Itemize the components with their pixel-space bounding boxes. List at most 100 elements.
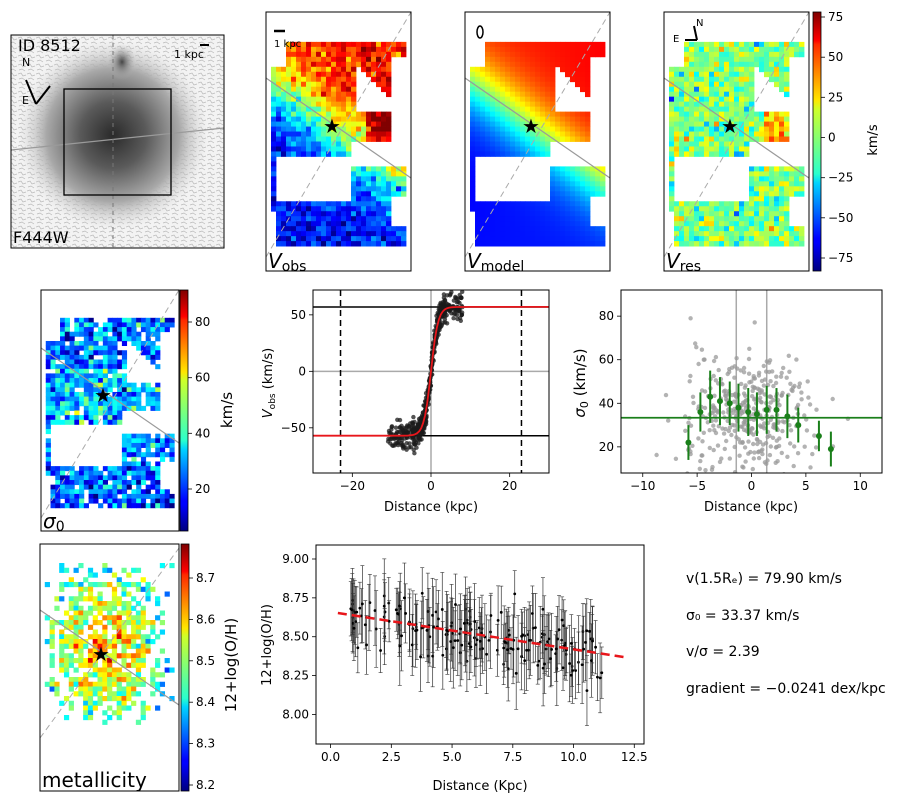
velocity-pixel xyxy=(346,101,352,108)
velocity-pixel xyxy=(570,56,576,63)
velocity-pixel xyxy=(485,86,491,93)
velocity-pixel xyxy=(381,231,387,237)
sigma-pixel xyxy=(83,340,89,347)
velocity-pixel xyxy=(321,216,327,222)
velocity-pixel xyxy=(580,71,586,78)
velocity-pixel xyxy=(555,41,561,48)
velocity-pixel xyxy=(316,116,322,122)
sigma-pixel xyxy=(117,484,123,490)
sp-point xyxy=(732,470,738,473)
sigma-pixel xyxy=(107,503,113,509)
sigma-pixel xyxy=(150,498,156,504)
velocity-pixel xyxy=(490,121,496,127)
sigma-pixel xyxy=(74,340,80,347)
velocity-pixel xyxy=(505,71,511,78)
velocity-pixel xyxy=(520,131,526,137)
velocity-pixel xyxy=(326,61,332,68)
velocity-pixel xyxy=(475,146,481,152)
sigma-pixel xyxy=(88,345,94,351)
velocity-pixel xyxy=(575,66,581,73)
velocity-pixel xyxy=(560,221,566,227)
velocity-pixel xyxy=(794,186,800,192)
metal-pixel xyxy=(97,582,103,588)
velocity-pixel xyxy=(535,121,541,127)
mg-point xyxy=(487,639,491,642)
metal-pixel xyxy=(169,563,175,569)
velocity-pixel xyxy=(729,51,735,58)
velocity-pixel xyxy=(356,236,362,242)
velocity-pixel xyxy=(376,186,382,192)
velocity-pixel xyxy=(754,111,760,117)
velocity-pixel xyxy=(321,151,327,157)
velocity-pixel xyxy=(391,166,397,172)
velocity-pixel xyxy=(545,66,551,73)
velocity-pixel xyxy=(689,241,695,247)
velocity-pixel xyxy=(485,151,491,157)
sigma-pixel xyxy=(50,354,56,360)
sigma-pixel xyxy=(83,387,89,393)
mg-point xyxy=(360,602,364,606)
sigma-pixel xyxy=(74,405,80,411)
sigma-pixel xyxy=(107,405,113,411)
velocity-pixel xyxy=(535,46,541,53)
sigma-pixel xyxy=(164,442,170,448)
velocity-pixel xyxy=(530,116,536,122)
velocity-pixel xyxy=(381,171,387,177)
velocity-pixel xyxy=(286,146,292,152)
metal-pixel xyxy=(155,596,161,602)
velocity-pixel xyxy=(301,96,307,103)
velocity-pixel xyxy=(520,211,526,217)
velocity-pixel xyxy=(570,191,576,197)
velocity-pixel xyxy=(769,66,775,73)
sigma-pixel xyxy=(107,475,113,481)
velocity-pixel xyxy=(570,66,576,73)
velocity-pixel xyxy=(515,96,521,103)
sigma-pixel xyxy=(145,433,151,439)
sigma-pixel xyxy=(107,484,113,490)
velocity-pixel xyxy=(540,126,546,132)
velocity-pixel xyxy=(729,111,735,117)
metal-pixel xyxy=(83,662,89,668)
sigma-pixel xyxy=(50,470,56,476)
velocity-pixel xyxy=(560,236,566,242)
velocity-pixel xyxy=(401,191,407,197)
metal-pixel xyxy=(131,634,137,640)
velocity-pixel xyxy=(699,96,705,103)
sigma-pixel xyxy=(121,475,128,481)
sigma-pixel xyxy=(112,322,118,328)
sp-point xyxy=(697,466,702,471)
metal-pixel xyxy=(44,681,50,687)
velocity-pixel xyxy=(316,51,322,58)
velocity-pixel xyxy=(505,141,511,147)
y-tick-label: 50 xyxy=(291,308,306,322)
sigma-pixel xyxy=(112,364,118,370)
velocity-pixel xyxy=(754,176,760,182)
velocity-pixel xyxy=(714,126,720,132)
velocity-pixel xyxy=(784,86,790,93)
velocity-pixel xyxy=(525,46,531,53)
metal-pixel xyxy=(135,672,142,678)
velocity-pixel xyxy=(356,201,362,207)
velocity-pixel xyxy=(505,106,511,113)
velocity-pixel xyxy=(749,56,755,63)
metal-pixel xyxy=(63,658,70,664)
velocity-pixel xyxy=(336,231,342,237)
sigma-pixel xyxy=(88,373,94,379)
metal-pixel xyxy=(150,672,156,678)
sigma-pixel xyxy=(69,391,75,397)
sigma-pixel xyxy=(69,470,75,476)
velocity-pixel xyxy=(296,121,302,127)
velocity-pixel xyxy=(550,71,556,78)
velocity-pixel xyxy=(535,201,541,207)
velocity-pixel xyxy=(530,131,536,137)
vres-minor-axis xyxy=(663,11,810,258)
velocity-pixel xyxy=(346,121,352,127)
velocity-pixel xyxy=(286,106,292,113)
velocity-pixel xyxy=(366,236,372,242)
sp-point xyxy=(730,392,735,398)
sp-point xyxy=(797,381,802,386)
mg-point xyxy=(437,617,440,621)
velocity-pixel xyxy=(286,121,292,127)
velocity-pixel xyxy=(585,226,591,232)
velocity-pixel xyxy=(744,206,750,212)
